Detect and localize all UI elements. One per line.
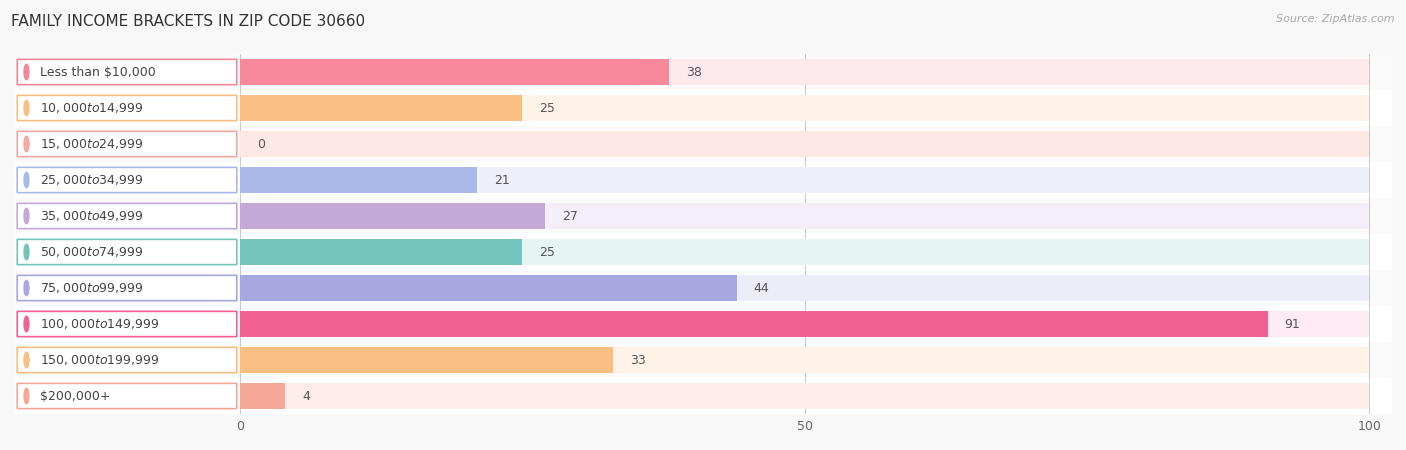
Text: 21: 21 — [494, 174, 510, 186]
Bar — [14, 90, 1392, 126]
Bar — [14, 162, 1392, 198]
Bar — [240, 383, 285, 409]
Text: $100,000 to $149,999: $100,000 to $149,999 — [39, 317, 159, 331]
Text: $200,000+: $200,000+ — [39, 390, 111, 402]
Bar — [240, 203, 1369, 229]
Bar — [240, 275, 1369, 301]
Circle shape — [24, 64, 30, 80]
Text: FAMILY INCOME BRACKETS IN ZIP CODE 30660: FAMILY INCOME BRACKETS IN ZIP CODE 30660 — [11, 14, 366, 28]
Text: $10,000 to $14,999: $10,000 to $14,999 — [39, 101, 143, 115]
Bar — [240, 95, 522, 121]
Text: 38: 38 — [686, 66, 702, 78]
Text: 27: 27 — [562, 210, 578, 222]
Circle shape — [24, 244, 30, 260]
Bar — [240, 311, 1268, 337]
FancyBboxPatch shape — [17, 347, 236, 373]
Text: $15,000 to $24,999: $15,000 to $24,999 — [39, 137, 143, 151]
Bar — [14, 270, 1392, 306]
Text: Less than $10,000: Less than $10,000 — [39, 66, 156, 78]
Circle shape — [24, 208, 30, 224]
Bar — [240, 239, 1369, 265]
Circle shape — [24, 100, 30, 116]
Text: 44: 44 — [754, 282, 769, 294]
Bar — [14, 234, 1392, 270]
FancyBboxPatch shape — [17, 311, 236, 337]
FancyBboxPatch shape — [17, 275, 236, 301]
Bar — [240, 347, 613, 373]
Bar — [240, 95, 1369, 121]
Text: 91: 91 — [1285, 318, 1301, 330]
Bar — [240, 167, 477, 193]
Text: $35,000 to $49,999: $35,000 to $49,999 — [39, 209, 143, 223]
Text: 0: 0 — [257, 138, 264, 150]
Bar — [240, 275, 737, 301]
Bar — [14, 126, 1392, 162]
FancyBboxPatch shape — [17, 203, 236, 229]
FancyBboxPatch shape — [17, 59, 236, 85]
Circle shape — [24, 172, 30, 188]
Text: $150,000 to $199,999: $150,000 to $199,999 — [39, 353, 159, 367]
Text: 33: 33 — [630, 354, 645, 366]
Bar — [240, 131, 1369, 157]
Bar — [240, 239, 522, 265]
Text: Source: ZipAtlas.com: Source: ZipAtlas.com — [1277, 14, 1395, 23]
Bar — [240, 167, 1369, 193]
Bar — [14, 54, 1392, 90]
Bar — [240, 383, 1369, 409]
FancyBboxPatch shape — [17, 131, 236, 157]
Bar — [14, 198, 1392, 234]
FancyBboxPatch shape — [17, 95, 236, 121]
Bar — [240, 59, 669, 85]
Text: 4: 4 — [302, 390, 309, 402]
Bar — [14, 306, 1392, 342]
Circle shape — [24, 280, 30, 296]
Bar — [240, 347, 1369, 373]
Bar — [240, 203, 546, 229]
Circle shape — [24, 388, 30, 404]
Bar — [240, 59, 1369, 85]
Text: $25,000 to $34,999: $25,000 to $34,999 — [39, 173, 143, 187]
Circle shape — [24, 352, 30, 368]
Text: $50,000 to $74,999: $50,000 to $74,999 — [39, 245, 143, 259]
FancyBboxPatch shape — [17, 167, 236, 193]
Bar — [14, 378, 1392, 414]
Bar — [14, 342, 1392, 378]
Text: 25: 25 — [540, 246, 555, 258]
Circle shape — [24, 136, 30, 152]
FancyBboxPatch shape — [17, 239, 236, 265]
FancyBboxPatch shape — [17, 383, 236, 409]
Text: 25: 25 — [540, 102, 555, 114]
Text: $75,000 to $99,999: $75,000 to $99,999 — [39, 281, 143, 295]
Circle shape — [24, 316, 30, 332]
Bar — [240, 311, 1369, 337]
